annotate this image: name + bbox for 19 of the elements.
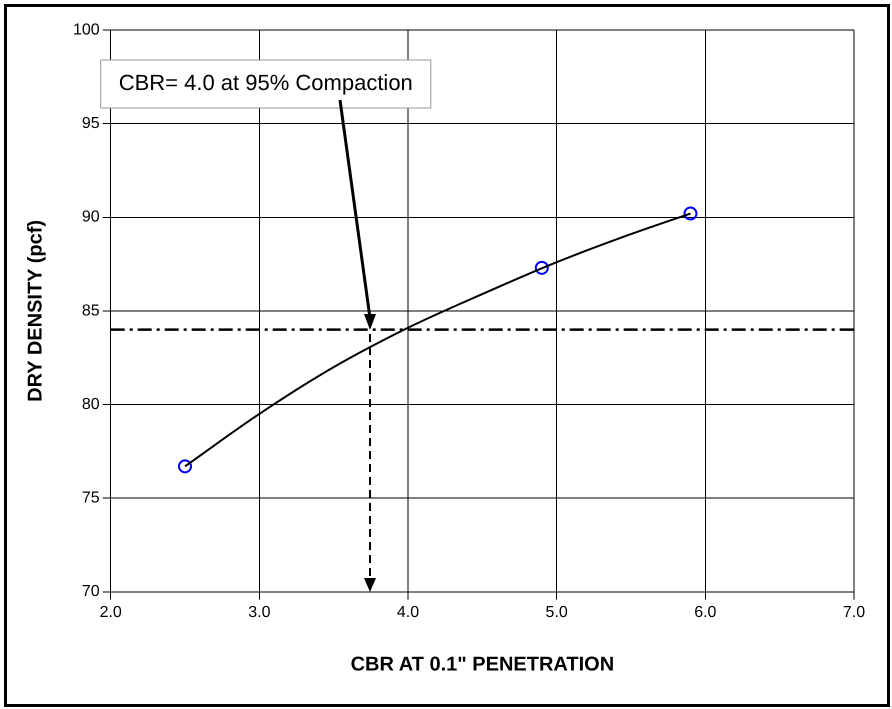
point	[178, 459, 192, 474]
y-tick-label: 75	[82, 490, 100, 507]
y-tick-label: 85	[82, 302, 100, 320]
x-tick-label: 2.0	[100, 604, 122, 621]
point	[683, 206, 698, 221]
y-tick-label: 90	[82, 208, 100, 226]
y-axis-title: DRY DENSITY (pcf)	[24, 220, 47, 402]
x-tick-label: 4.0	[396, 604, 420, 621]
x-tick-label: 6.0	[694, 604, 717, 621]
point	[534, 260, 549, 275]
x-axis-title: CBR AT 0.1" PENETRATION	[350, 654, 614, 676]
y-tick-label: 95	[82, 115, 100, 132]
x-tick-label: 7.0	[842, 604, 866, 621]
y-tick-label: 100	[72, 21, 100, 38]
x-tick-label: 5.0	[546, 604, 568, 621]
y-tick-label: 80	[82, 396, 100, 413]
x-tick-label: 3.0	[248, 604, 271, 621]
annotation: CBR= 4.0 at 95% Compaction	[118, 70, 413, 96]
y-tick-label: 70	[82, 583, 100, 600]
